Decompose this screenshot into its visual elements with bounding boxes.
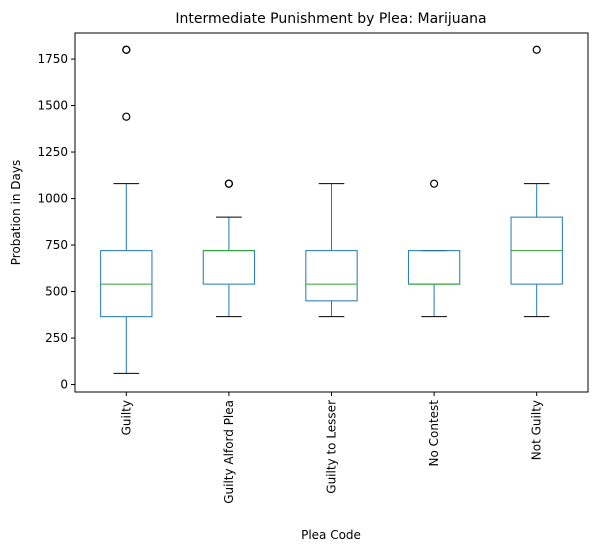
y-tick-label: 1750	[37, 52, 68, 66]
x-tick-label: Guilty to Lesser	[325, 400, 339, 494]
box-group	[407, 179, 461, 318]
y-tick-label: 250	[45, 331, 68, 345]
plot-area	[100, 45, 563, 374]
outlier-point	[430, 179, 439, 188]
box-group	[202, 179, 256, 318]
y-axis-label: Probation in Days	[9, 160, 23, 266]
box	[202, 250, 256, 285]
box	[305, 250, 358, 302]
outlier-point	[122, 45, 131, 54]
box	[407, 250, 461, 285]
x-axis-label: Plea Code	[301, 528, 361, 542]
y-axis: 0 250 500 750 1000 1250 1500 1750	[37, 52, 75, 392]
box-group	[100, 45, 153, 374]
x-tick-label: Guilty	[119, 400, 133, 435]
box-group	[305, 183, 358, 318]
y-tick-label: 1500	[37, 99, 68, 113]
x-axis: Guilty Guilty Alford Plea Guilty to Lesser…	[119, 392, 544, 504]
outlier-point	[122, 112, 131, 121]
y-tick-label: 750	[45, 238, 68, 252]
x-tick-label: Not Guilty	[530, 400, 544, 460]
chart-title: Intermediate Punishment by Plea: Marijua…	[175, 11, 486, 27]
y-tick-label: 0	[60, 378, 68, 392]
y-tick-label: 1000	[37, 192, 68, 206]
x-tick-label: Guilty Alford Plea	[222, 400, 236, 504]
box-group	[510, 45, 563, 318]
outlier-point	[224, 179, 233, 188]
x-tick-label: No Contest	[427, 400, 441, 467]
y-tick-label: 500	[45, 285, 68, 299]
y-tick-label: 1250	[37, 145, 68, 159]
outlier-point	[532, 45, 541, 54]
